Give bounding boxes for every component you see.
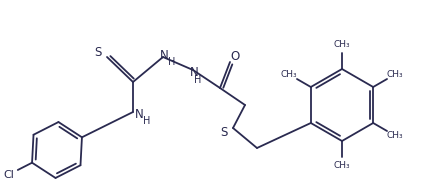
Text: CH₃: CH₃	[334, 40, 350, 48]
Text: O: O	[230, 50, 240, 63]
Text: Cl: Cl	[3, 170, 14, 180]
Text: H: H	[168, 57, 176, 67]
Text: CH₃: CH₃	[334, 162, 350, 171]
Text: N: N	[135, 107, 143, 121]
Text: N: N	[160, 48, 168, 62]
Text: S: S	[220, 126, 228, 140]
Text: CH₃: CH₃	[387, 70, 403, 79]
Text: S: S	[94, 45, 102, 58]
Text: H: H	[194, 75, 202, 85]
Text: H: H	[143, 116, 151, 126]
Text: CH₃: CH₃	[387, 131, 403, 140]
Text: N: N	[189, 65, 198, 79]
Text: CH₃: CH₃	[281, 70, 298, 79]
